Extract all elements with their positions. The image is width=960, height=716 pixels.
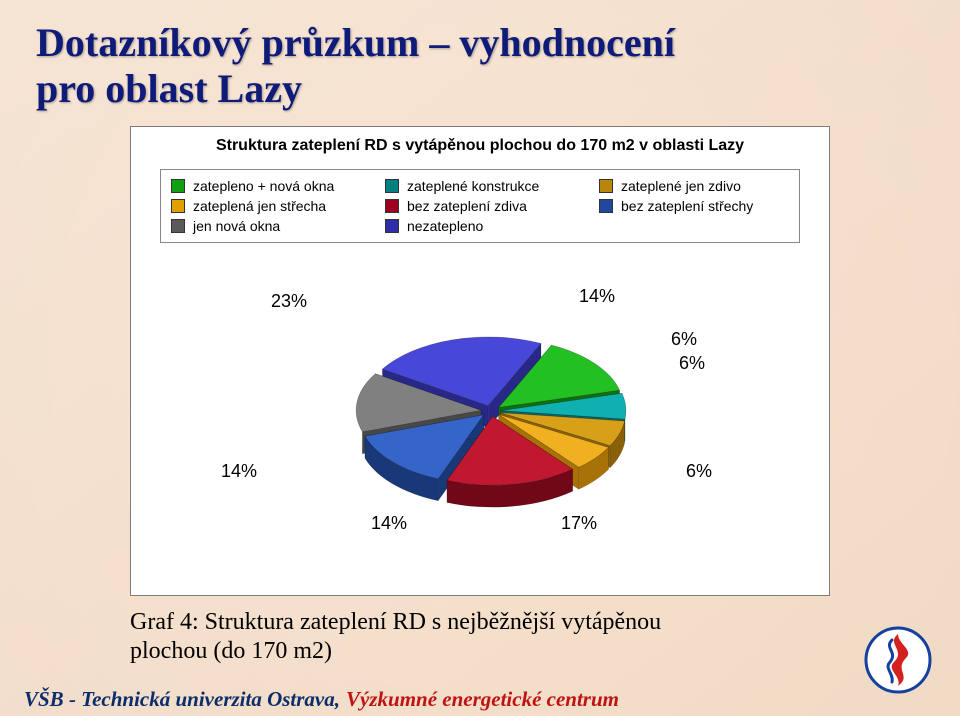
legend-swatch xyxy=(171,199,185,213)
pie-pct-label: 6% xyxy=(686,461,712,482)
legend-swatch xyxy=(171,179,185,193)
pie-pct-label: 14% xyxy=(579,286,615,307)
legend-label: bez zateplení střechy xyxy=(621,198,753,214)
pie-pct-label: 14% xyxy=(371,513,407,534)
chart-caption: Graf 4: Struktura zateplení RD s nejběžn… xyxy=(130,608,830,666)
legend-item: bez zateplení střechy xyxy=(599,198,789,214)
legend-item: nezatepleno xyxy=(385,218,575,234)
legend-label: zateplená jen střecha xyxy=(193,198,326,214)
pie-pct-label: 23% xyxy=(271,291,307,312)
legend-item: zateplené jen zdivo xyxy=(599,178,789,194)
pie-pct-label: 6% xyxy=(679,353,705,374)
chart-card: Struktura zateplení RD s vytápěnou ploch… xyxy=(130,126,830,596)
legend-label: zateplené jen zdivo xyxy=(621,178,741,194)
chart-title: Struktura zateplení RD s vytápěnou ploch… xyxy=(131,137,829,155)
footer-org-b: Výzkumné energetické centrum xyxy=(346,687,619,712)
legend-item: jen nová okna xyxy=(171,218,361,234)
pie-pct-label: 6% xyxy=(671,329,697,350)
title-line-2: pro oblast Lazy xyxy=(36,66,302,111)
page-title: Dotazníkový průzkum – vyhodnocení pro ob… xyxy=(36,20,916,112)
footer-org-a: VŠB - Technická univerzita Ostrava, xyxy=(24,687,340,712)
legend-item: zateplená jen střecha xyxy=(171,198,361,214)
legend-label: jen nová okna xyxy=(193,218,280,234)
legend-item: bez zateplení zdiva xyxy=(385,198,575,214)
legend-swatch xyxy=(171,219,185,233)
pie-pct-label: 14% xyxy=(221,461,257,482)
legend-swatch xyxy=(385,219,399,233)
footer: VŠB - Technická univerzita Ostrava, Výzk… xyxy=(0,682,960,716)
legend-item: zateplené konstrukce xyxy=(385,178,575,194)
chart-legend: zatepleno + nová okna zateplené konstruk… xyxy=(160,169,800,243)
pie-pct-label: 17% xyxy=(561,513,597,534)
title-line-1: Dotazníkový průzkum – vyhodnocení xyxy=(36,20,675,65)
legend-label: nezatepleno xyxy=(407,218,483,234)
pie-svg xyxy=(131,251,831,561)
caption-line-1: Graf 4: Struktura zateplení RD s nejběžn… xyxy=(130,609,661,635)
legend-swatch xyxy=(599,179,613,193)
legend-label: bez zateplení zdiva xyxy=(407,198,527,214)
legend-swatch xyxy=(385,199,399,213)
caption-line-2: plochou (do 170 m2) xyxy=(130,638,332,664)
legend-swatch xyxy=(385,179,399,193)
legend-label: zatepleno + nová okna xyxy=(193,178,334,194)
pie-chart: 23% 14% 6% 6% 6% 17% 14% 14% xyxy=(131,251,829,561)
legend-swatch xyxy=(599,199,613,213)
legend-item: zatepleno + nová okna xyxy=(171,178,361,194)
legend-label: zateplené konstrukce xyxy=(407,178,539,194)
